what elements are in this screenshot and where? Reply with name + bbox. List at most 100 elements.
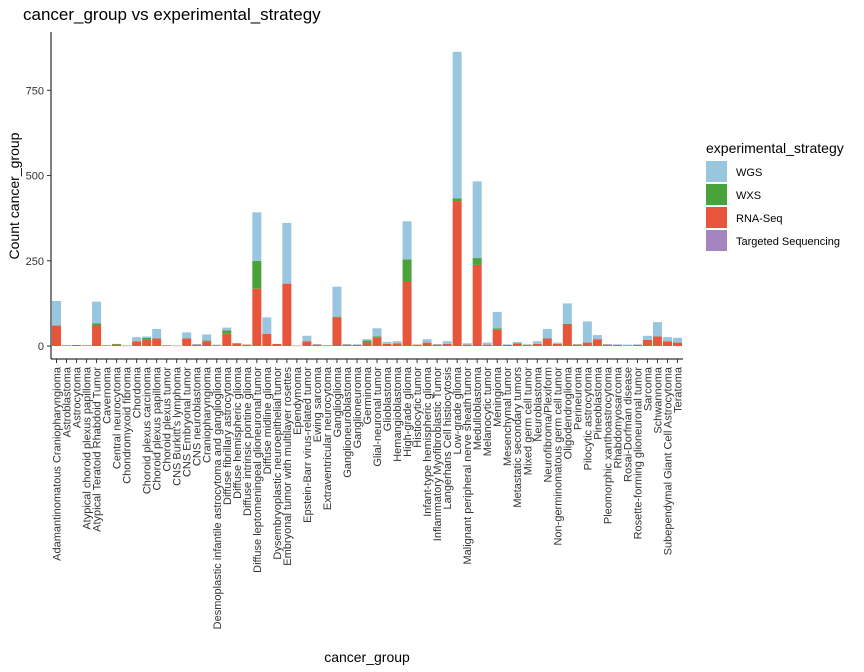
legend-label: Targeted Sequencing bbox=[736, 236, 840, 248]
bar-segment-wgs bbox=[542, 328, 552, 339]
bar-segment-wxs bbox=[562, 323, 572, 325]
bar-segment-rna-seq bbox=[292, 345, 302, 347]
x-tick-label: Meningioma bbox=[492, 366, 504, 427]
bar-segment-wgs bbox=[392, 341, 402, 344]
bar-segment-rna-seq bbox=[492, 329, 502, 346]
legend-label: RNA-Seq bbox=[736, 213, 782, 225]
x-tick-label: Medulloblastoma bbox=[472, 366, 484, 450]
x-tick-label: Diffuse hemispheric glioma bbox=[232, 366, 244, 499]
legend-swatch bbox=[706, 161, 727, 182]
bar-segment-rna-seq bbox=[252, 288, 262, 346]
x-tick-label: Choroid plexus papilloma bbox=[152, 366, 164, 490]
bar-segment-wgs bbox=[352, 344, 362, 345]
x-ticks: Adamantinomatous CraniopharyngiomaAstrob… bbox=[52, 359, 685, 629]
bar-segment-wxs bbox=[452, 198, 462, 202]
bar-segment-wxs bbox=[142, 337, 152, 340]
bar-segment-wgs bbox=[332, 286, 342, 317]
x-tick-label: CNS Burkitt's lymphoma bbox=[172, 366, 184, 486]
bar-segment-rna-seq bbox=[592, 339, 602, 346]
bar-segment-rna-seq bbox=[122, 345, 132, 347]
bar-segment-rna-seq bbox=[232, 343, 242, 346]
bar-segment-wgs bbox=[342, 343, 352, 345]
x-tick-label: Mesenchymal tumor bbox=[502, 367, 514, 466]
bar-segment-rna-seq bbox=[462, 344, 472, 346]
bar-segment-rna-seq bbox=[372, 337, 382, 346]
y-tick-label: 750 bbox=[26, 85, 44, 97]
bar-segment-rna-seq bbox=[562, 324, 572, 346]
bar-segment-rna-seq bbox=[132, 341, 142, 346]
bar-segment-rna-seq bbox=[552, 343, 562, 346]
bar-segment-rna-seq bbox=[142, 339, 152, 346]
bar-segment-wgs bbox=[312, 343, 322, 345]
x-tick-label: Metastatic secondary tumors bbox=[512, 367, 524, 508]
bar-segment-wxs bbox=[222, 330, 232, 334]
bar-segment-rna-seq bbox=[612, 344, 622, 346]
bar-segment-rna-seq bbox=[412, 344, 422, 346]
bar-segment-rna-seq bbox=[282, 283, 292, 346]
bar-segment-wxs bbox=[92, 323, 102, 326]
bar-segment-rna-seq bbox=[162, 345, 172, 346]
legend-label: WGS bbox=[736, 167, 762, 179]
bar-segment-wgs bbox=[51, 301, 61, 326]
bar-segment-wgs bbox=[442, 341, 452, 344]
bar-segment-rna-seq bbox=[532, 343, 542, 346]
x-tick-label: Glioblastoma bbox=[382, 366, 394, 431]
x-tick-label: Choroid plexus tumor bbox=[162, 367, 174, 472]
x-tick-label: Ganglioneuroblastoma bbox=[342, 366, 354, 478]
bar-segment-wgs bbox=[462, 343, 472, 345]
y-ticks: 0 250 500 750 bbox=[26, 85, 51, 353]
x-tick-label: Embryonal tumor with multilayer rosettes bbox=[282, 367, 294, 566]
x-tick-label: Astroblastoma bbox=[62, 366, 74, 437]
bar-segment-rna-seq bbox=[422, 342, 432, 346]
x-tick-label: CNS neuroblastoma bbox=[192, 366, 204, 466]
bar-segment-rna-seq bbox=[262, 333, 272, 346]
bar-segment-rna-seq bbox=[672, 342, 682, 346]
bar-segment-wgs bbox=[502, 344, 512, 345]
x-tick-label: Mixed germ cell tumor bbox=[522, 367, 534, 476]
bar-segment-rna-seq bbox=[432, 344, 442, 346]
x-tick-label: Atypical choroid plexus papilloma bbox=[82, 366, 94, 530]
x-tick-label: Diffuse intrinsic pontine glioma bbox=[242, 366, 254, 516]
bar-segment-rna-seq bbox=[622, 345, 632, 346]
bar-segment-wgs bbox=[92, 301, 102, 324]
bar-segment-wxs bbox=[402, 259, 412, 282]
x-tick-label: Pleomorphic xanthoastrocytoma bbox=[602, 366, 614, 524]
x-tick-label: Chondromyxoid fibroma bbox=[122, 366, 134, 484]
bar-segment-wgs bbox=[632, 344, 642, 345]
x-tick-label: Teratoma bbox=[673, 366, 685, 413]
bar-segment-wgs bbox=[582, 321, 592, 343]
bar-segment-wgs bbox=[492, 311, 502, 329]
bar-segment-wgs bbox=[362, 339, 372, 341]
chart-title: cancer_group vs experimental_strategy bbox=[23, 5, 321, 24]
legend-swatch bbox=[706, 207, 727, 228]
bar-segment-rna-seq bbox=[602, 344, 612, 346]
bar-segment-rna-seq bbox=[342, 344, 352, 346]
bar-segment-wxs bbox=[492, 328, 502, 330]
bar-segment-wgs bbox=[482, 342, 492, 345]
x-tick-label: Astrocytoma bbox=[72, 366, 84, 428]
x-tick-label: Melanocytic tumor bbox=[482, 367, 494, 457]
x-axis-title: cancer_group bbox=[324, 649, 410, 665]
bar-layer bbox=[51, 51, 682, 347]
bar-segment-wgs bbox=[562, 303, 572, 324]
bar-segment-wgs bbox=[262, 317, 272, 334]
legend: experimental_strategy WGS WXS RNA-Seq Targe… bbox=[706, 140, 844, 251]
bar-segment-rna-seq bbox=[632, 344, 642, 346]
bar-segment-rna-seq bbox=[392, 343, 402, 346]
bar-segment-wgs bbox=[132, 337, 142, 342]
legend-swatch bbox=[706, 230, 727, 251]
x-tick-label: Rosette-forming glioneuronal tumor bbox=[632, 367, 644, 540]
bar-segment-rna-seq bbox=[512, 343, 522, 346]
x-tick-label: Histiocytic tumor bbox=[412, 367, 424, 448]
bar-segment-wgs bbox=[592, 335, 602, 340]
bar-segment-rna-seq bbox=[382, 343, 392, 346]
bar-segment-rna-seq bbox=[242, 344, 252, 346]
bar-segment-wgs bbox=[152, 328, 162, 339]
x-tick-label: Desmoplastic infantile astrocytoma and g… bbox=[212, 366, 224, 629]
bar-segment-wgs bbox=[452, 51, 462, 199]
bar-segment-wgs bbox=[252, 212, 262, 261]
bar-segment-wgs bbox=[212, 344, 222, 346]
x-tick-label: Rosai-Dorfman disease bbox=[622, 367, 634, 482]
bar-segment-wgs bbox=[382, 341, 392, 344]
